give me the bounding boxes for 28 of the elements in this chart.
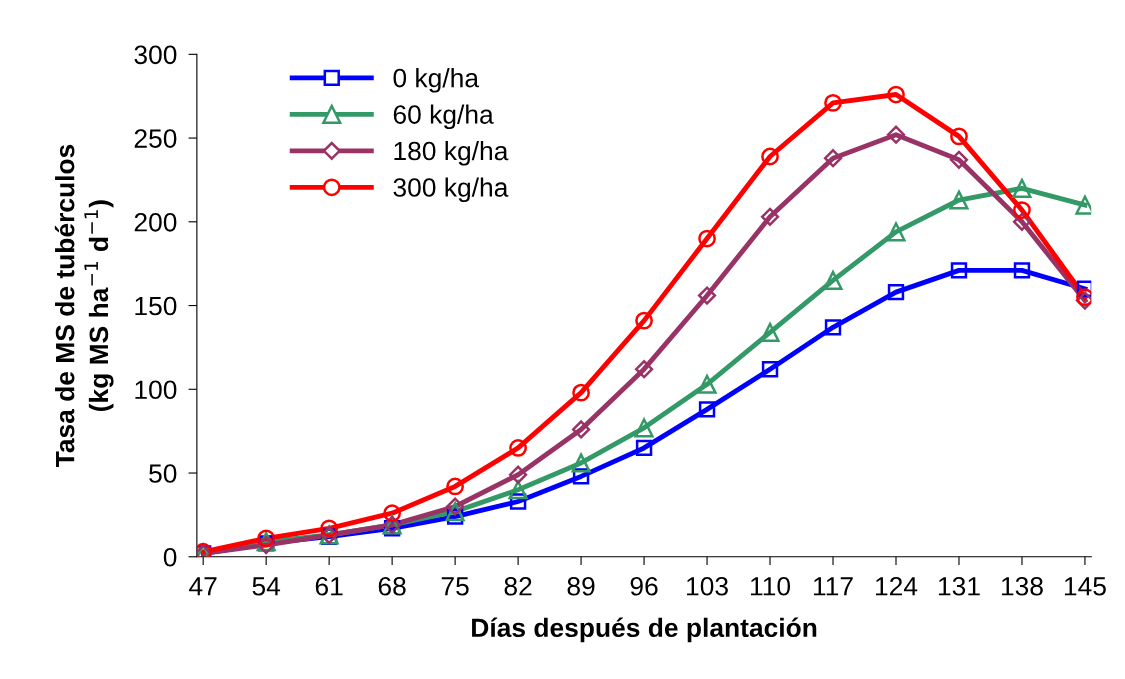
x-tick-label: 145	[1064, 577, 1106, 596]
x-tick-label: 68	[378, 576, 406, 596]
y-tick-label: 250	[134, 129, 177, 148]
y-tick-label: 200	[134, 212, 177, 232]
x-tick-label: 47	[189, 577, 217, 596]
x-tick-label: 131	[938, 576, 980, 596]
y-tick-label: 150	[135, 296, 177, 316]
legend-label: 300 kg/ha	[393, 177, 509, 203]
x-tick-label: 124	[876, 576, 918, 596]
legend-label: 180 kg/ha	[394, 140, 509, 166]
y-tick-label: 100	[135, 380, 177, 400]
x-tick-label: 96	[630, 576, 658, 596]
y-axis-title: Tasa de MS de tubérculos (kg MS ha$^{−1}$ d$^{−1}$)	[54, 144, 114, 468]
x-tick-label: 54	[252, 577, 281, 596]
y-tick-label: 50	[149, 464, 177, 483]
legend-label: 0 kg/ha	[393, 68, 480, 93]
x-tick-label: 89	[567, 576, 595, 596]
y-tick-label: 0	[163, 547, 177, 567]
x-tick-label: 110	[751, 576, 791, 596]
x-tick-label: 82	[504, 576, 532, 596]
x-axis-title: Días después de plantación	[472, 617, 817, 643]
y-tick-label: 300	[134, 45, 177, 65]
x-tick-label: 117	[813, 577, 853, 596]
x-tick-label: 75	[441, 577, 469, 596]
legend-label: 60 kg/ha	[393, 104, 494, 130]
x-tick-label: 61	[315, 576, 343, 596]
x-tick-label: 103	[687, 576, 728, 596]
x-tick-label: 138	[1001, 576, 1043, 596]
